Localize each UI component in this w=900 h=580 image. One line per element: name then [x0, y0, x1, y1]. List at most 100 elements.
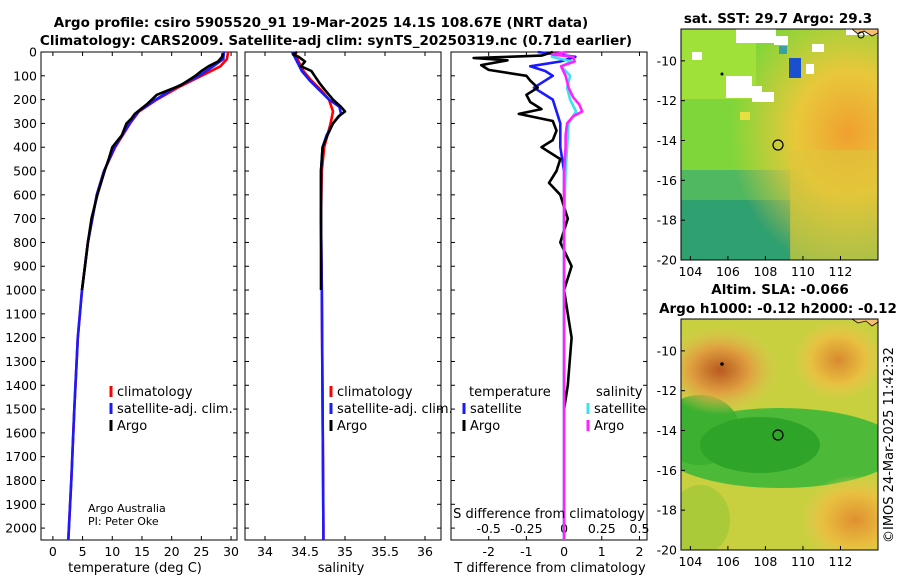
legend-label-climatology-s: climatology	[337, 385, 413, 400]
credit-line2: PI: Peter Oke	[88, 515, 159, 528]
temperature-panel: 0100200300400500600700800900100011001200…	[5, 45, 239, 560]
sla-map-ytick-label: -20	[657, 543, 677, 558]
credit-line1: Argo Australia	[88, 502, 166, 515]
depth-tick-label: 1100	[5, 306, 37, 321]
sst-map-ytick-label: -10	[657, 53, 677, 68]
legend-header-temperature: temperature	[469, 385, 551, 400]
depth-tick-label: 300	[13, 116, 37, 131]
figure-title-line1: Argo profile: csiro 5905520_91 19-Mar-20…	[54, 15, 588, 31]
s-diff-tick-label: 0.25	[588, 521, 616, 536]
sst-map-ytick-label: -12	[657, 93, 677, 108]
legend-header-salinity: salinity	[596, 385, 643, 400]
difference-panel: -2 -1 0 1 2-0.5 -0.25 0 0.25 0.5	[450, 50, 650, 559]
depth-tick-label: 1400	[5, 378, 37, 393]
legend-label-argo: Argo	[117, 419, 147, 434]
s-diff-tick-label: 0.5	[630, 521, 650, 536]
sla-map-ytick-label: -12	[657, 383, 677, 398]
depth-tick-label: 1000	[5, 283, 37, 298]
sst-map-xtick-label: 108	[753, 264, 777, 279]
legend-label-s-argo: Argo	[594, 419, 624, 434]
depth-tick-label: 700	[13, 211, 37, 226]
sst-map-ytick-label: -20	[657, 253, 677, 268]
depth-tick-label: 1800	[5, 473, 37, 488]
depth-tick-label: 1900	[5, 497, 37, 512]
difference-legend: temperature salinity satellite Argo sate…	[462, 385, 646, 434]
s-xtick-label: 36	[417, 544, 433, 559]
legend-label-t-argo: Argo	[470, 419, 500, 434]
sla-map-xtick-label: 110	[791, 554, 815, 569]
sla-map-ytick-label: -10	[657, 343, 677, 358]
depth-tick-label: 1700	[5, 449, 37, 464]
temperature-axis-label: temperature (deg C)	[68, 561, 202, 576]
sla-map: 104 106 108 110 112 -10 -12 -14 -16 -18 -20	[657, 318, 879, 569]
t-difference-axis-label: T difference from climatology	[453, 561, 646, 576]
sla-map-xtick-label: 112	[829, 554, 853, 569]
salinity-panel: 34 34.5 35 35.5 36	[244, 50, 442, 559]
sla-map-xtick-label: 104	[678, 554, 702, 569]
t-series-climatology	[67, 51, 230, 541]
legend-label-s-satellite: satellite	[594, 402, 646, 417]
depth-tick-label: 1300	[5, 354, 37, 369]
sst-map-ytick-label: -14	[657, 133, 677, 148]
s-diff-tick-label: -0.5	[476, 521, 500, 536]
legend-label-satellite: satellite-adj. clim.	[117, 402, 233, 417]
d-xtick-label: 2	[635, 544, 643, 559]
t-series-argo	[80, 53, 224, 291]
s-xtick-label: 35	[337, 544, 353, 559]
t-xtick-label: 5	[79, 544, 87, 559]
s-series-climatology	[293, 51, 335, 540]
depth-tick-label: 500	[13, 164, 37, 179]
d-series-t-argo	[472, 50, 573, 410]
s-xtick-label: 34.5	[291, 544, 319, 559]
depth-tick-label: 900	[13, 259, 37, 274]
figure-title-line2: Climatology: CARS2009. Satellite-adj cli…	[40, 33, 632, 49]
depth-tick-label: 200	[13, 92, 37, 107]
sst-map: 104 106 108 110 112 -10 -12 -14 -16 -18 -20	[657, 28, 879, 279]
s-xtick-label: 35.5	[371, 544, 399, 559]
sla-map-argo-marker	[772, 429, 784, 441]
legend-label-satellite-s: satellite-adj. clim.	[337, 402, 453, 417]
s-difference-axis-label: S difference from climatology	[453, 507, 645, 522]
s-series-satellite-adj-clim-	[291, 51, 343, 540]
s-series-argo	[291, 50, 347, 290]
sst-map-title: sat. SST: 29.7 Argo: 29.3	[684, 11, 872, 27]
legend-label-argo-s: Argo	[337, 419, 367, 434]
d-xtick-label: -1	[520, 544, 532, 559]
d-series-s-argo	[550, 50, 584, 540]
sst-map-ytick-label: -18	[657, 213, 677, 228]
depth-tick-label: 1600	[5, 425, 37, 440]
depth-tick-label: 600	[13, 187, 37, 202]
depth-tick-label: 800	[13, 235, 37, 250]
d-xtick-label: -2	[482, 544, 494, 559]
sst-map-xtick-label: 110	[791, 264, 815, 279]
t-xtick-label: 25	[193, 544, 209, 559]
t-xtick-label: 15	[134, 544, 150, 559]
sst-map-xtick-label: 106	[716, 264, 740, 279]
d-xtick-label: 1	[598, 544, 606, 559]
sla-map-ytick-label: -14	[657, 423, 677, 438]
t-xtick-label: 30	[223, 544, 239, 559]
depth-tick-label: 1200	[5, 330, 37, 345]
sst-map-argo-marker	[772, 139, 784, 151]
depth-tick-label: 400	[13, 140, 37, 155]
depth-tick-label: 1500	[5, 402, 37, 417]
sst-map-xtick-label: 104	[678, 264, 702, 279]
legend-label-t-satellite: satellite	[470, 402, 522, 417]
depth-tick-label: 2000	[5, 521, 37, 536]
sla-map-ytick-label: -18	[657, 503, 677, 518]
d-xtick-label: 0	[560, 544, 568, 559]
sla-map-xtick-label: 108	[753, 554, 777, 569]
sla-map-title: Altim. SLA: -0.066	[711, 282, 848, 298]
sla-map-xtick-label: 106	[716, 554, 740, 569]
temperature-legend: climatology satellite-adj. clim. Argo	[109, 385, 233, 434]
t-series-satellite-adj-clim-	[67, 51, 226, 541]
sst-map-ytick-label: -16	[657, 173, 677, 188]
legend-label-climatology: climatology	[117, 385, 193, 400]
salinity-axis-label: salinity	[318, 561, 365, 576]
salinity-legend: climatology satellite-adj. clim. Argo	[329, 385, 453, 434]
sst-map-xtick-label: 112	[829, 264, 853, 279]
s-xtick-label: 34	[257, 544, 273, 559]
sla-map-ytick-label: -16	[657, 463, 677, 478]
sla-map-subtitle: Argo h1000: -0.12 h2000: -0.12	[659, 301, 897, 317]
